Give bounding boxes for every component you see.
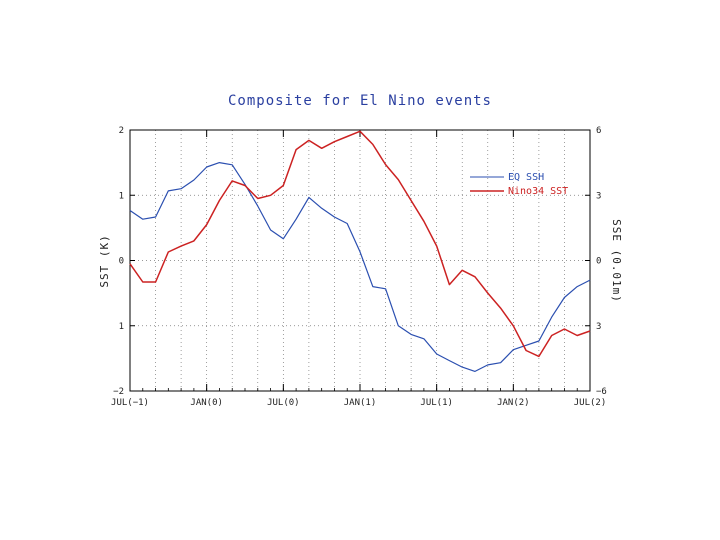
left-tick-label: −2 xyxy=(113,387,124,397)
x-tick-label: JUL(0) xyxy=(267,398,300,408)
legend-label-nino34-sst: Nino34 SST xyxy=(508,186,568,197)
grid-lines xyxy=(130,130,590,391)
right-axis-ticks: 6 3 0 3 −6 xyxy=(585,126,607,397)
legend: EQ SSH Nino34 SST xyxy=(470,172,568,197)
right-tick-label: 3 xyxy=(596,322,601,332)
right-tick-label: −6 xyxy=(596,387,607,397)
x-axis-ticks: JUL(−1) JAN(0) JUL(0) JAN(1) JUL(1) JAN(2) JUL… xyxy=(111,130,606,408)
right-tick-label: 6 xyxy=(596,126,601,136)
left-axis-ticks: 2 1 0 1 −2 xyxy=(113,126,135,397)
series-line-nino34-sst xyxy=(129,130,591,358)
right-tick-label: 0 xyxy=(596,257,601,267)
x-tick-label: JUL(−1) xyxy=(111,398,149,408)
legend-label-eq-ssh: EQ SSH xyxy=(508,172,544,183)
chart-title: Composite for El Nino events xyxy=(228,93,492,109)
x-tick-label: JUL(1) xyxy=(420,398,453,408)
left-tick-label: 2 xyxy=(119,126,124,136)
x-tick-label: JAN(0) xyxy=(190,398,223,408)
left-tick-label: 1 xyxy=(119,191,124,201)
right-tick-label: 3 xyxy=(596,191,601,201)
x-tick-label: JAN(1) xyxy=(344,398,377,408)
series-lines xyxy=(129,130,591,372)
series-line-eq-ssh xyxy=(129,162,591,372)
left-axis-label: SST (K) xyxy=(98,234,111,287)
right-axis-label: SSE (0.01m) xyxy=(610,219,623,303)
left-tick-label: 1 xyxy=(119,322,124,332)
left-tick-label: 0 xyxy=(119,257,124,267)
x-tick-label: JAN(2) xyxy=(497,398,530,408)
x-tick-label: JUL(2) xyxy=(574,398,607,408)
